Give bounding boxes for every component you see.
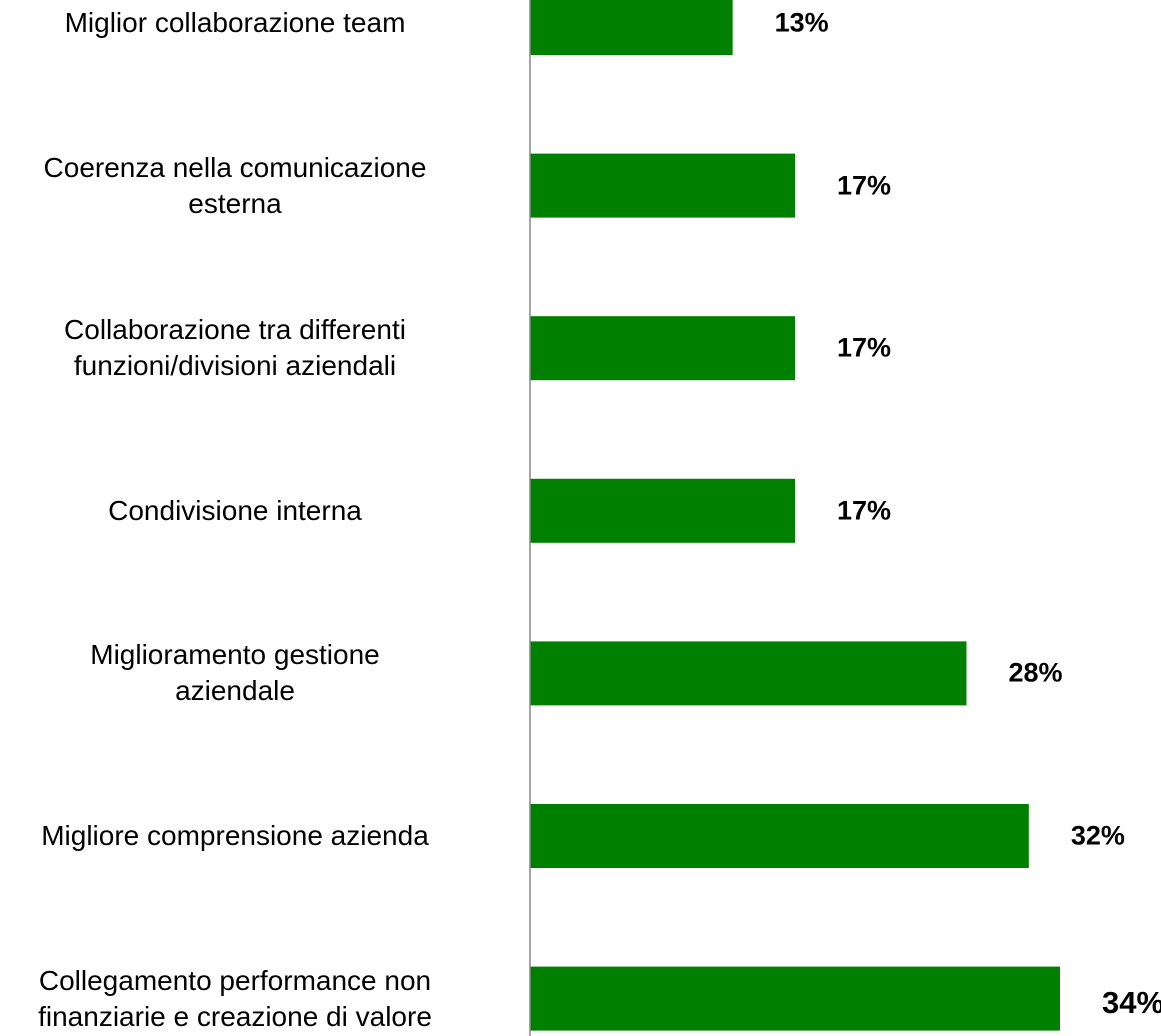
- value-label: 13%: [774, 7, 829, 38]
- value-label: 28%: [1008, 657, 1063, 688]
- bar: [530, 0, 733, 55]
- category-label: Migliore comprensione azienda: [41, 820, 429, 851]
- category-label: Miglior collaborazione team: [64, 7, 406, 38]
- bar: [530, 966, 1060, 1031]
- value-label: 17%: [837, 495, 892, 526]
- value-label: 17%: [837, 332, 892, 363]
- category-label: Miglioramento gestione aziendale: [90, 639, 380, 707]
- value-label: 34%: [1102, 984, 1161, 1020]
- category-label: Collaborazione tra differenti funzioni/d…: [64, 314, 406, 382]
- bar: [530, 641, 967, 706]
- bar: [530, 804, 1029, 868]
- value-label: 32%: [1070, 820, 1125, 851]
- bar: [530, 478, 795, 543]
- category-label: Condivisione interna: [108, 494, 362, 526]
- bar: [530, 153, 795, 218]
- value-label: 17%: [837, 170, 892, 201]
- category-label: Collegamento performance non finanziarie…: [38, 964, 432, 1032]
- bar: [530, 316, 795, 381]
- category-label: Coerenza nella comunicazione esterna: [43, 151, 427, 219]
